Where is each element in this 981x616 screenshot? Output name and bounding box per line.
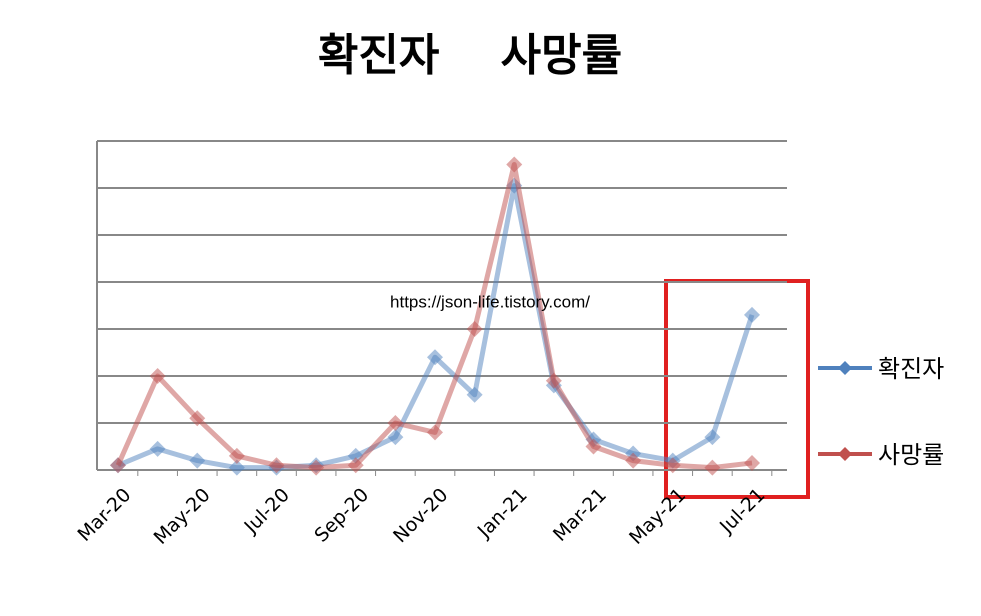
data-point xyxy=(664,457,681,474)
data-point xyxy=(228,447,245,464)
data-point xyxy=(744,454,760,471)
data-point xyxy=(149,368,166,384)
legend-label: 사망률 xyxy=(878,441,944,469)
data-point xyxy=(387,415,404,431)
data-point xyxy=(228,459,245,476)
legend-marker xyxy=(838,447,852,461)
data-point xyxy=(189,410,206,427)
annotation: https://json-life.tistory.com/ xyxy=(390,292,590,311)
legend-marker xyxy=(838,361,852,375)
legend-label: 확진자 xyxy=(878,355,944,383)
chart-title: 확진자 사망률 xyxy=(318,30,622,81)
data-point xyxy=(585,438,602,455)
data-point xyxy=(704,429,721,446)
data-point xyxy=(625,452,642,469)
data-point xyxy=(268,457,285,474)
data-point xyxy=(466,386,483,403)
data-point xyxy=(545,372,562,389)
data-point xyxy=(189,452,206,469)
data-point xyxy=(427,424,443,441)
data-point xyxy=(387,429,404,446)
data-point xyxy=(704,459,721,476)
data-point xyxy=(347,457,364,474)
data-point xyxy=(308,459,325,476)
data-point xyxy=(149,440,166,457)
data-point xyxy=(427,349,443,366)
data-point xyxy=(110,457,126,474)
data-point xyxy=(744,306,760,323)
data-point xyxy=(466,321,483,337)
data-point xyxy=(506,156,523,173)
